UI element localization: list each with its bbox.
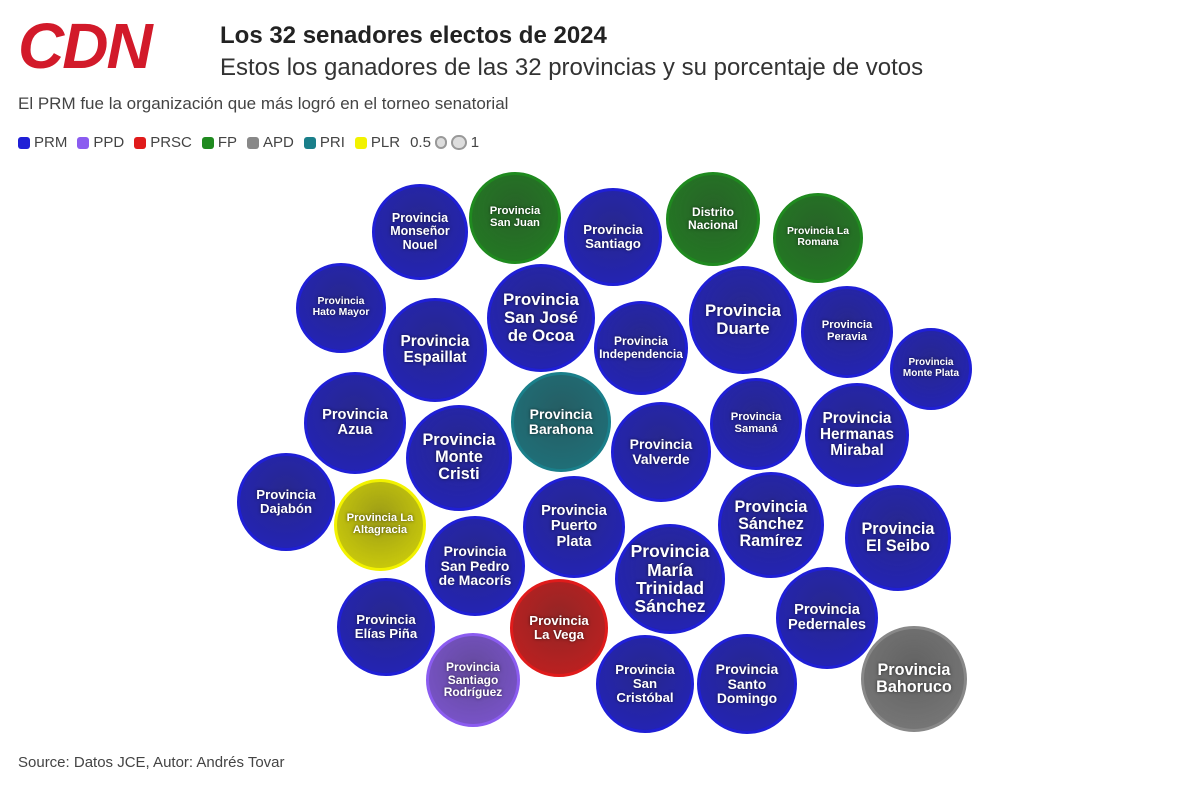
bubble: Provincia Santiago [564,188,662,286]
bubble-label: Provincia Peravia [821,319,873,343]
bubble: Provincia Monseñor Nouel [372,184,468,280]
bubble-label: Provincia Espaillat [400,332,470,366]
legend-item: PLR [354,134,401,151]
bubble: Provincia Dajabón [237,453,335,551]
legend-label: PLR [370,134,401,151]
bubble: Provincia Espaillat [383,298,487,402]
bubble-label: Provincia Independencia [599,334,683,361]
source: Source: Datos JCE, Autor: Andrés Tovar [18,754,285,771]
bubble-label: Provincia Samaná [730,411,782,435]
legend-swatch [303,136,316,149]
bubble-label: Provincia Duarte [705,301,781,338]
bubble-label: Provincia Puerto Plata [541,502,607,550]
bubble-label: Provincia La Vega [529,613,589,642]
size-legend-circle [434,136,448,149]
legend-item: PRSC [134,134,192,151]
legend-swatch [354,136,367,149]
legend-label: PRM [34,134,68,151]
bubble: Provincia Pedernales [776,567,878,669]
bubble: Distrito Nacional [665,171,761,267]
bubble: Provincia Hato Mayor [296,263,386,353]
bubble: Provincia La Romana [773,193,863,283]
bubble-label: Provincia Elías Piña [354,612,418,641]
legend-label: PPD [93,134,125,151]
bubble: Provincia San Pedro de Macorís [425,516,525,616]
bubble: Provincia Monte Cristi [405,404,513,512]
legend-item: APD [247,134,294,151]
bubble-label: Provincia Barahona [528,406,594,437]
legend-label: PRSC [150,134,192,151]
bubble-label: Provincia San Cristóbal [615,662,675,705]
bubble: Provincia Valverde [611,402,711,502]
bubble-label: Provincia Monseñor Nouel [390,211,450,252]
legend-item: FP [201,134,238,151]
bubble-label: Provincia San Juan [489,205,541,229]
bubble: Provincia María Trinidad Sánchez [614,523,726,635]
bubble: Provincia Puerto Plata [523,476,625,578]
bubble-label: Provincia Hato Mayor [312,296,370,318]
bubble-label: Provincia Hermanas Mirabal [819,409,894,460]
bubble: Provincia La Vega [510,579,608,677]
legend-item: PRM [18,134,67,151]
bubble: Provincia Independencia [593,300,689,396]
bubble-label: Provincia Azua [322,406,388,438]
bubble: Provincia Monte Plata [889,327,972,410]
size-legend-label: 0.5 [410,134,431,151]
bubble-label: Provincia Santo Domingo [715,661,779,707]
bubble-label: Provincia Valverde [629,436,693,467]
bubble-label: Provincia Santiago [583,222,643,251]
bubble: Provincia Bahoruco [860,625,968,733]
bubble-label: Provincia El Seibo [861,519,935,555]
bubble: Provincia El Seibo [844,484,952,592]
bubble-label: Provincia Pedernales [788,601,866,633]
legend-swatch [77,136,90,149]
bubble: Provincia Hermanas Mirabal [805,383,909,487]
legend-swatch [201,136,214,149]
bubble: Provincia Barahona [511,372,611,472]
logo: CDN [18,10,153,82]
bubble: Provincia Santiago Rodríguez [425,632,521,728]
bubble-label: Provincia Sánchez Ramírez [734,498,808,551]
legend: PRM PPD PRSC FP APD PRI PLR 0.5 1 [18,134,479,151]
legend-swatch [247,136,260,149]
legend-item: PRI [303,134,345,151]
legend-label: APD [263,134,294,151]
bubble-label: Provincia La Romana [786,226,850,248]
size-legend-label: 1 [470,134,480,151]
bubble-label: Provincia San José de Ocoa [503,290,579,345]
bubble-label: Provincia Bahoruco [876,660,952,696]
bubble: Provincia Santo Domingo [697,634,797,734]
bubble-label: Distrito Nacional [688,205,738,232]
bubble: Provincia San Cristóbal [596,635,694,733]
bubble-label: Provincia La Altagracia [346,512,414,536]
bubble: Provincia San Juan [468,171,562,265]
bubble: Provincia La Altagracia [333,478,427,572]
bubble: Provincia Sánchez Ramírez [717,471,825,579]
bubble-label: Provincia Monte Plata [902,357,960,379]
bubble-label: Provincia Dajabón [256,487,316,516]
bubble-label: Provincia Monte Cristi [422,431,496,484]
bubble-label: Provincia San Pedro de Macorís [438,543,512,589]
bubble: Provincia Elías Piña [337,578,435,676]
bubble: Provincia Samaná [709,377,803,471]
bubble-label: Provincia María Trinidad Sánchez [630,541,710,617]
size-legend-circle [451,134,467,151]
chart-note: El PRM fue la organización que más logró… [18,94,509,113]
size-legend: 0.5 1 [410,134,479,151]
legend-label: PRI [319,134,345,151]
legend-swatch [134,136,147,149]
chart-title: Los 32 senadores electos de 2024 [220,22,607,49]
legend-item: PPD [77,134,124,151]
bubble: Provincia Azua [304,372,406,474]
legend-swatch [18,136,30,149]
chart-subtitle: Estos los ganadores de las 32 provincias… [220,54,924,81]
legend-label: FP [217,134,238,151]
bubble: Provincia Peravia [800,285,894,379]
bubble: Provincia Duarte [688,265,798,375]
bubble-label: Provincia Santiago Rodríguez [443,660,503,700]
bubble: Provincia San José de Ocoa [486,263,596,373]
